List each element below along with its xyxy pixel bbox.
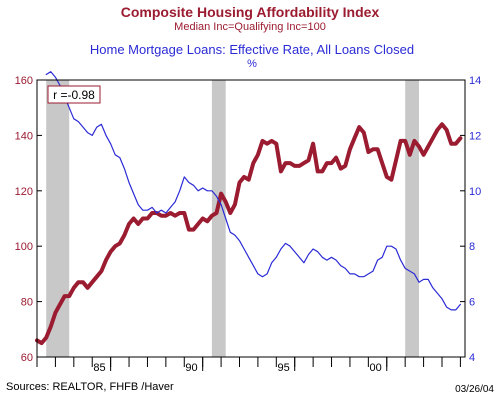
- series-lines: [35, 71, 463, 346]
- plot-frame: [36, 79, 466, 358]
- recession-band: [46, 80, 70, 357]
- series-line-affordability-index: [35, 122, 463, 346]
- correlation-annotation: r =-0.98: [47, 85, 101, 104]
- x-tick-label: 85: [93, 362, 105, 374]
- left-tick-label: 100: [15, 241, 33, 253]
- chart-title-2: Home Mortgage Loans: Effective Rate, All…: [90, 42, 414, 57]
- left-tick-label: 80: [21, 297, 33, 309]
- right-tick-label: 4: [469, 352, 475, 364]
- x-tick-label: 90: [185, 362, 197, 374]
- left-tick-label: 160: [15, 75, 33, 87]
- right-tick-label: 6: [469, 297, 475, 309]
- chart-title: Composite Housing Affordability Index: [121, 4, 380, 20]
- right-axis: 4 6 8 10 12 14: [460, 75, 481, 364]
- left-tick-label: 120: [15, 186, 33, 198]
- recession-bands: [46, 80, 419, 357]
- left-tick-label: 140: [15, 130, 33, 142]
- right-tick-label: 12: [469, 130, 481, 142]
- x-tick-label: 00: [370, 362, 382, 374]
- x-axis: 85 90 95 00: [36, 357, 461, 374]
- chart-title-2-unit: %: [247, 58, 257, 70]
- date-text: 03/26/04: [455, 384, 494, 395]
- recession-band: [211, 80, 226, 357]
- recession-band: [405, 80, 419, 357]
- left-axis: 60 80 100 120 140 160: [15, 75, 42, 364]
- right-tick-label: 10: [469, 186, 481, 198]
- left-tick-label: 60: [21, 352, 33, 364]
- right-tick-label: 14: [469, 75, 481, 87]
- source-text: Sources: REALTOR, FHFB /Haver: [6, 381, 174, 393]
- annotation-box: [47, 85, 101, 104]
- right-tick-label: 8: [469, 241, 475, 253]
- annotation-text: r =-0.98: [53, 88, 95, 102]
- x-tick-label: 95: [277, 362, 289, 374]
- series-line-mortgage-rate: [45, 71, 461, 311]
- chart-subtitle: Median Inc=Qualifying Inc=100: [174, 21, 326, 33]
